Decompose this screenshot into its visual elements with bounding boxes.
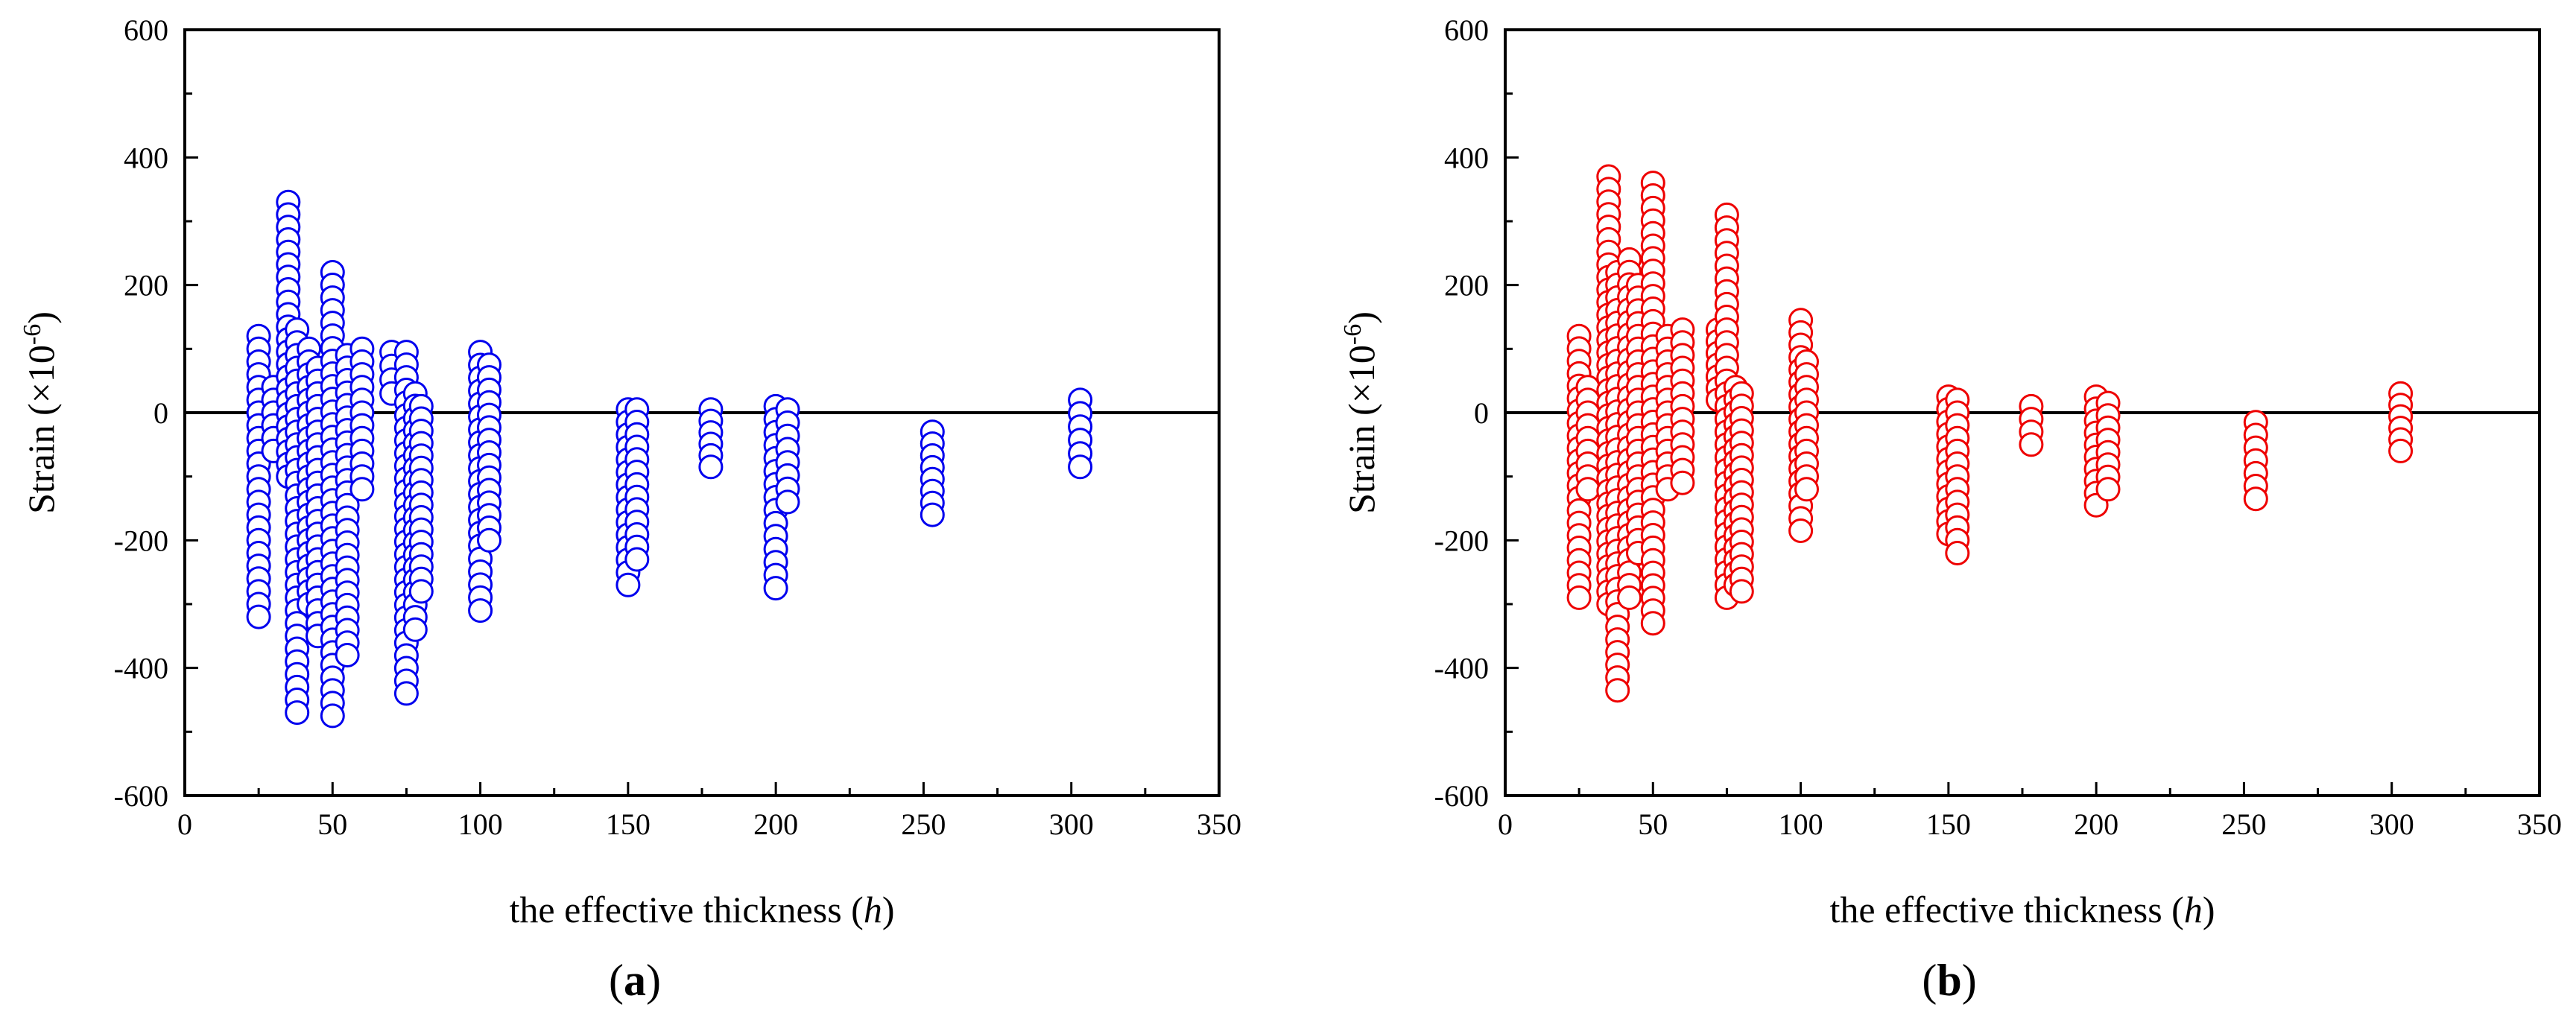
y-tick-label: 200 — [1444, 269, 1489, 302]
data-point — [1575, 477, 1601, 502]
x-axis-title: the effective thickness (h) — [1830, 889, 2215, 930]
data-point — [320, 703, 345, 729]
data-point — [468, 598, 493, 623]
y-tick-label: -600 — [1434, 779, 1489, 813]
data-point — [2095, 477, 2121, 502]
x-tick-label: 50 — [1638, 807, 1668, 841]
data-point — [775, 489, 800, 515]
x-tick-label: 50 — [317, 807, 347, 841]
x-tick-label: 100 — [458, 807, 503, 841]
x-tick-label: 150 — [606, 807, 651, 841]
y-tick-label: -600 — [114, 779, 168, 813]
x-tick-label: 350 — [1197, 807, 1241, 841]
x-tick-label: 250 — [2221, 807, 2266, 841]
data-point — [477, 527, 501, 553]
y-tick-label: 600 — [124, 13, 168, 47]
data-point — [1788, 518, 1814, 543]
x-tick-label: 300 — [1049, 807, 1094, 841]
data-point — [698, 454, 724, 480]
y-tick-label: 200 — [124, 269, 168, 302]
panel-label: (a) — [609, 956, 661, 1005]
data-point — [2243, 486, 2268, 512]
data-point — [624, 547, 650, 572]
data-point — [1640, 611, 1665, 636]
data-point — [1617, 585, 1642, 610]
x-tick-label: 250 — [901, 807, 946, 841]
y-tick-label: -400 — [114, 652, 168, 685]
y-tick-label: -200 — [114, 524, 168, 557]
chart-panel-a: 0 50 100 150 200 250 300 350 -600 -400 -200 0 200 400… — [19, 13, 1241, 1005]
chart-panel-b: 0 50 100 150 200 250 300 350 -600 -400 -200 0 200 400… — [1339, 13, 2562, 1005]
data-point — [1945, 541, 1970, 565]
x-tick-label: 100 — [1779, 807, 1823, 841]
y-tick-label: 0 — [1474, 396, 1489, 430]
x-tick-label: 350 — [2517, 807, 2562, 841]
data-point — [615, 572, 641, 597]
x-tick-label: 0 — [177, 807, 192, 841]
data-point — [402, 617, 428, 642]
data-point — [285, 700, 310, 726]
y-axis-title: Strain (×10-6) — [19, 311, 62, 514]
x-axis-title: the effective thickness (h) — [510, 889, 895, 930]
y-tick-label: 400 — [124, 141, 168, 174]
data-point — [335, 643, 360, 667]
data-point — [1605, 678, 1630, 703]
data-point — [246, 604, 271, 629]
x-tick-label: 0 — [1498, 807, 1513, 841]
x-tick-label: 200 — [753, 807, 798, 841]
y-axis-title: Strain (×10-6) — [1339, 311, 1382, 514]
y-tick-label: 0 — [154, 396, 168, 430]
data-point — [2019, 432, 2044, 457]
data-point — [393, 681, 419, 706]
data-point — [1670, 470, 1695, 495]
axis-ticks: 0 50 100 150 200 250 300 350 -600 -400 -200 0 200 400… — [114, 13, 1241, 841]
data-point — [1794, 477, 1819, 502]
data-point — [1068, 454, 1093, 480]
y-tick-label: 600 — [1444, 13, 1489, 47]
axis-ticks: 0 50 100 150 200 250 300 350 -600 -400 -200 0 200 400… — [1434, 13, 2562, 841]
x-tick-label: 200 — [2074, 807, 2118, 841]
x-tick-label: 150 — [1926, 807, 1971, 841]
data-point — [408, 579, 434, 604]
data-points — [1566, 164, 2414, 703]
data-point — [2388, 438, 2414, 463]
data-point — [920, 502, 945, 527]
panel-label: (b) — [1922, 956, 1976, 1005]
y-tick-label: -400 — [1434, 652, 1489, 685]
data-points — [246, 189, 1093, 729]
data-point — [349, 477, 375, 502]
y-tick-label: 400 — [1444, 141, 1489, 174]
data-point — [1566, 585, 1592, 610]
data-point — [763, 576, 788, 601]
data-point — [1729, 579, 1754, 604]
x-tick-label: 300 — [2370, 807, 2414, 841]
y-tick-label: -200 — [1434, 524, 1489, 557]
